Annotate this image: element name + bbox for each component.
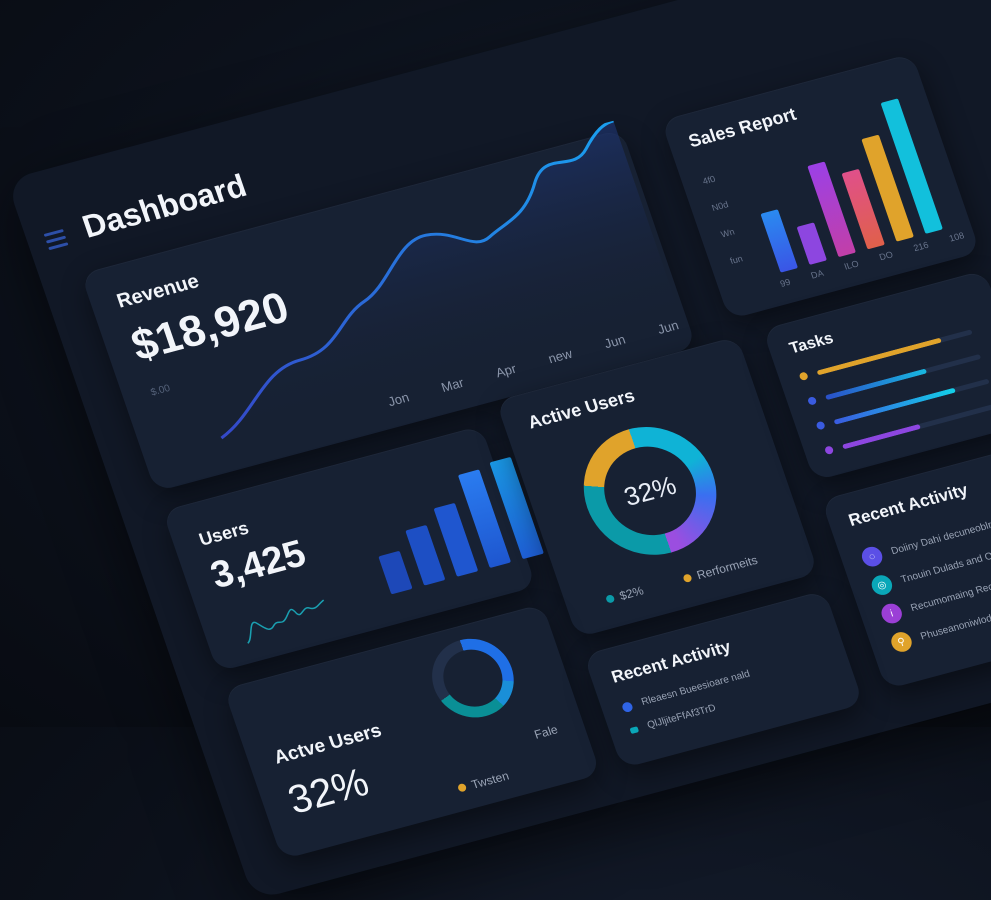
y-tick: N0d xyxy=(710,199,730,213)
y-tick: fun xyxy=(728,253,745,267)
legend-label: Twsten xyxy=(469,768,511,792)
task-item[interactable] xyxy=(806,352,982,406)
active-users-summary-value: 32% xyxy=(282,760,375,823)
legend-dot-icon xyxy=(456,782,468,793)
users-bar-chart xyxy=(355,449,544,595)
sales-report-card[interactable]: Sales Report 4f0 N0d Wn fun 99 DA ILO DO… xyxy=(660,53,981,320)
revenue-card[interactable]: Revenue $18,920 $.00 Jon Mar Apr new Jun… xyxy=(80,119,697,492)
x-tick: 99 xyxy=(778,276,792,289)
users-card[interactable]: Users 3,425 xyxy=(162,425,544,672)
x-tick: DO xyxy=(877,249,895,263)
legend-item: Rerformeits xyxy=(681,553,759,586)
revenue-line-chart xyxy=(220,119,682,443)
x-tick: 216 xyxy=(912,239,930,254)
side-label-text: Fale xyxy=(532,722,560,742)
sales-y-axis: 4f0 N0d Wn fun xyxy=(698,164,751,274)
users-bar xyxy=(378,550,413,595)
recent-activity-title: Recent Activity xyxy=(846,480,971,530)
active-users-summary-title: Actve Users xyxy=(271,720,385,769)
active-users-ring-chart xyxy=(421,629,525,727)
legend-label: $2% xyxy=(617,583,646,603)
recent-activity-card[interactable]: Recent Activity ◌ Doiiny Dahi decuneoblr… xyxy=(820,440,991,690)
x-tick: 108 xyxy=(947,230,966,244)
support-icon: ◎ xyxy=(868,573,895,598)
task-dot-icon xyxy=(798,371,809,382)
legend-item: Twsten xyxy=(456,769,511,796)
hamburger-menu-icon[interactable] xyxy=(43,228,69,251)
sales-bar[interactable] xyxy=(760,209,799,273)
active-users-title: Active Users xyxy=(525,385,638,433)
sales-bar[interactable] xyxy=(796,222,828,265)
legend-dot-icon xyxy=(682,573,693,584)
microscope-icon: ⚲ xyxy=(888,629,915,655)
task-dot-icon xyxy=(823,445,835,455)
legend-dot-icon xyxy=(605,594,616,604)
task-item[interactable] xyxy=(815,377,990,431)
users-sparkline xyxy=(247,599,325,644)
task-dot-icon xyxy=(806,396,818,406)
y-tick: 4f0 xyxy=(701,173,717,187)
stage: Dashboard Revenue $18,920 $.00 Jon Mar A… xyxy=(0,0,991,727)
task-item[interactable] xyxy=(823,401,991,455)
y-tick: Wn xyxy=(719,226,736,240)
x-tick: DA xyxy=(809,267,825,281)
headset-icon: ◌ xyxy=(859,544,886,569)
info-icon: i xyxy=(878,601,905,626)
x-tick: ILO xyxy=(842,258,861,272)
legend-label: Rerformeits xyxy=(694,552,760,583)
task-dot-icon xyxy=(815,420,826,431)
activity-dot-icon xyxy=(620,700,634,713)
dashboard-panel: Dashboard Revenue $18,920 $.00 Jon Mar A… xyxy=(6,0,991,900)
side-label: Fale xyxy=(532,722,559,741)
users-bar xyxy=(405,524,446,586)
legend-item: $2% xyxy=(604,583,645,606)
tasks-title: Tasks xyxy=(787,329,836,358)
users-label: Users xyxy=(196,517,252,550)
